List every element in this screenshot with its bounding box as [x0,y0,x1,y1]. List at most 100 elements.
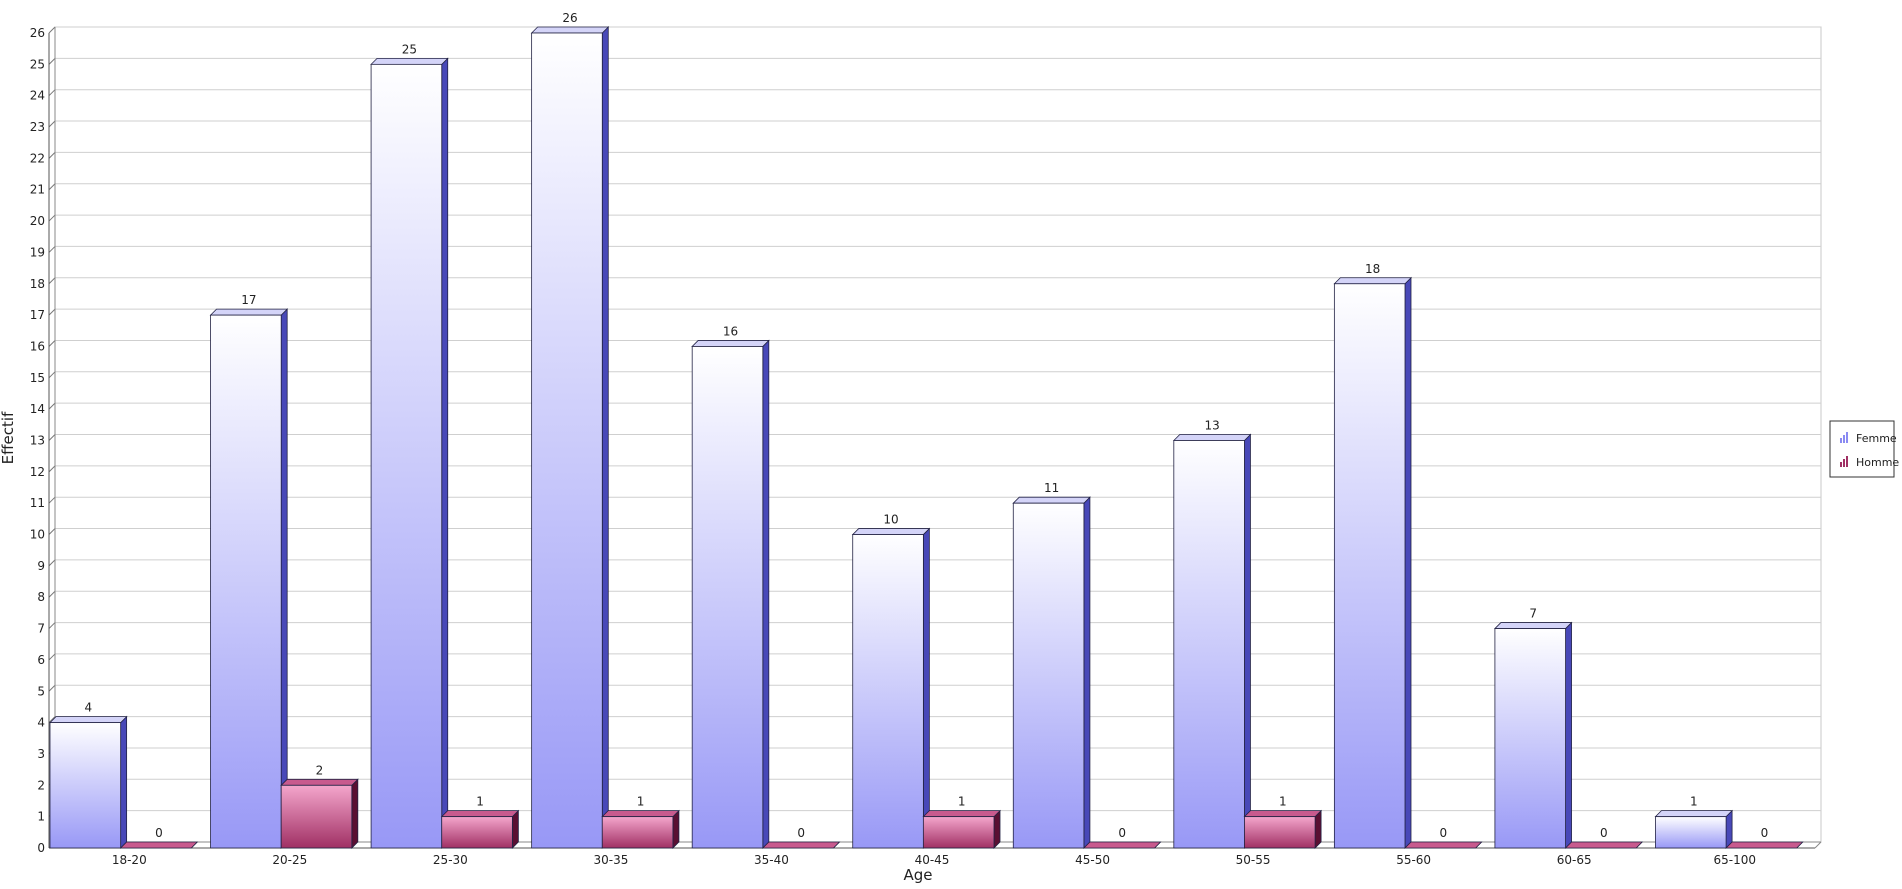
bar-side [1083,496,1091,849]
legend: Femme Homme [1829,420,1899,478]
y-tick-mark [48,528,56,535]
data-label: 16 [723,324,738,338]
y-tick-label: 21 [30,183,45,197]
y-tick-label: 0 [37,841,45,855]
bar-homme-55-60 [1404,841,1483,849]
y-tick-label: 23 [30,120,45,134]
bar-front [1655,816,1727,849]
bar-homme-50-55 [1243,809,1323,849]
data-label: 7 [1529,607,1537,621]
bar-femme-18-20 [49,715,128,849]
bar-side [1244,433,1251,849]
bar-front [691,346,764,849]
data-label: 0 [1440,826,1448,840]
data-label: 0 [1600,826,1608,840]
bar-front [922,816,995,849]
y-tick-mark [48,559,56,567]
bar-side [351,778,359,849]
y-tick-mark [48,183,56,191]
x-tick-label: 18-20 [112,853,147,867]
y-tick-label: 3 [37,747,45,761]
bar-top [1172,434,1252,441]
data-label: 18 [1365,262,1380,276]
bar-femme-25-30 [370,57,449,849]
y-tick-label: 22 [30,151,45,165]
x-tick-label: 50-55 [1236,853,1271,867]
y-tick-mark [48,684,56,692]
bar-top [1493,622,1573,629]
bar-femme-50-55 [1172,433,1252,849]
bar-top [1333,277,1412,285]
bar-homme-25-30 [440,809,520,849]
data-label: 17 [241,293,256,307]
bar-homme-30-35 [601,809,680,849]
bar-side [441,57,449,849]
x-tick-label: 60-65 [1557,853,1592,867]
legend-item-femme: Femme [1840,432,1897,445]
bar-homme-65-100 [1725,841,1804,849]
data-label: 4 [84,701,92,715]
bar-front [280,784,353,849]
y-tick-mark [48,371,56,379]
bar-homme-45-50 [1082,841,1162,849]
data-label: 1 [1690,795,1698,809]
bar-femme-45-50 [1012,496,1091,849]
legend-item-homme: Homme [1840,456,1899,469]
bar-femme-35-40 [691,339,770,849]
y-tick-mark [48,434,56,441]
x-axis-end-edge [1814,841,1822,849]
y-tick-mark [48,465,56,473]
y-tick-label: 9 [37,559,45,573]
legend-box [1829,420,1895,478]
x-axis-title: Age [903,866,932,884]
bar-side [1565,621,1572,849]
y-tick-mark [48,308,56,316]
y-tick-label: 14 [30,402,45,416]
y-tick-mark [48,152,56,159]
bar-femme-20-25 [209,308,289,849]
bar-front [1494,628,1566,849]
bar-homme-60-65 [1564,841,1644,849]
y-tick-label: 19 [30,245,45,259]
x-tick-label: 65-100 [1713,853,1756,867]
bar-top [440,810,520,818]
bar-front [852,534,924,849]
bar-side [1404,276,1412,849]
data-label: 0 [797,826,805,840]
bar-side [922,527,930,849]
y-tick-label: 6 [37,653,45,667]
y-tick-label: 5 [37,684,45,698]
bar-front [531,32,603,849]
bar-homme-20-25 [280,778,359,849]
y-tick-label: 1 [37,810,45,824]
data-label: 25 [402,42,417,56]
bar-homme-18-20 [119,841,199,849]
y-tick-label: 18 [30,277,45,291]
data-label: 0 [155,826,163,840]
y-tick-mark [48,340,56,347]
bar-homme-35-40 [761,841,841,849]
bar-top [1243,810,1323,818]
y-tick-mark [48,214,56,222]
y-tick-label: 20 [30,214,45,228]
y-tick-label: 25 [30,57,45,71]
bar-top [761,841,841,849]
bar-side [601,26,609,849]
legend-label: Femme [1856,432,1897,445]
bar-top [1564,841,1644,849]
y-tick-label: 12 [30,465,45,479]
y-tick-label: 15 [30,371,45,385]
gridlines [54,26,1822,843]
legend-label: Homme [1856,456,1899,469]
data-label: 0 [1761,826,1769,840]
bar-top [1012,496,1091,504]
bar-front [441,816,513,849]
x-tick-label: 40-45 [915,853,950,867]
bar-femme-40-45 [851,527,931,849]
y-tick-label: 11 [30,496,45,510]
x-tick-label: 30-35 [593,853,628,867]
y-tick-mark [48,246,56,253]
data-label: 1 [1279,795,1287,809]
